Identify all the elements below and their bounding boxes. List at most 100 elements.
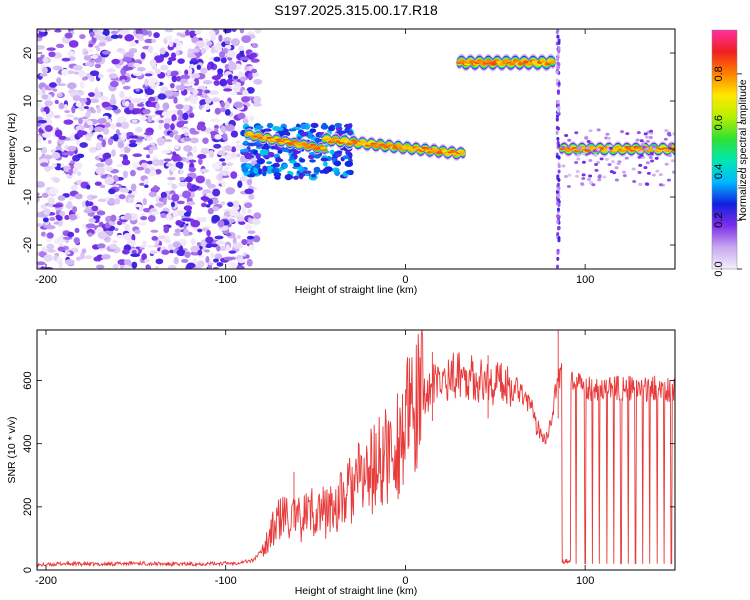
noise-cell xyxy=(53,115,61,119)
noise-cell xyxy=(83,105,89,110)
noise-cell xyxy=(89,106,95,112)
noise-cell xyxy=(248,115,255,122)
noise-cell xyxy=(42,132,52,138)
noise-cell xyxy=(203,128,214,133)
noise-cell xyxy=(147,214,156,223)
post-noise-cell xyxy=(576,157,581,161)
post-noise-cell xyxy=(594,163,599,167)
noise-cell xyxy=(122,85,131,90)
onset-cell xyxy=(284,128,289,136)
noise-cell xyxy=(136,166,145,171)
colorbar-tick-label: 0.8 xyxy=(713,66,725,81)
spike-cell xyxy=(557,225,561,230)
noise-cell xyxy=(196,260,205,268)
noise-cell xyxy=(120,50,127,55)
noise-cell xyxy=(67,231,75,238)
noise-cell xyxy=(44,124,53,132)
onset-strand-cell xyxy=(311,145,318,148)
noise-cell xyxy=(165,35,173,41)
post-noise-cell xyxy=(666,178,671,182)
noise-cell xyxy=(211,162,221,170)
noise-cell xyxy=(155,102,160,111)
noise-cell xyxy=(164,29,174,33)
noise-cell xyxy=(183,145,193,152)
onset-strand-cell xyxy=(257,135,264,138)
noise-cell xyxy=(112,263,119,269)
snr-panel: -200 -100 0 100 0 200 400 600 Height of straig… xyxy=(6,329,676,597)
noise-cell xyxy=(223,88,233,92)
spike-cell xyxy=(557,186,561,191)
noise-cell xyxy=(88,43,94,48)
onset-strand-cell xyxy=(275,138,282,141)
noise-cell xyxy=(144,38,154,44)
noise-cell xyxy=(95,142,103,150)
noise-cell xyxy=(221,162,227,166)
noise-cell xyxy=(108,220,116,226)
onset-cell xyxy=(323,161,328,167)
noise-cell xyxy=(160,212,167,219)
noise-cell xyxy=(62,236,73,240)
post-noise-cell xyxy=(658,173,663,177)
snr-line xyxy=(37,330,675,568)
noise-cell xyxy=(163,122,170,130)
noise-cell xyxy=(64,144,69,151)
noise-cell xyxy=(225,124,235,132)
noise-cell xyxy=(187,155,194,160)
y-tick-label: -20 xyxy=(22,237,34,253)
noise-cell xyxy=(37,29,41,33)
noise-cell xyxy=(240,155,245,163)
onset-cell xyxy=(265,168,274,174)
noise-cell xyxy=(237,112,246,120)
spike-cell xyxy=(556,264,560,269)
onset-strand-cell xyxy=(248,133,255,136)
spectrogram-x-axis: -200 -100 0 100 xyxy=(35,29,594,286)
noise-cell xyxy=(206,41,213,46)
noise-cell xyxy=(123,232,132,241)
noise-cell xyxy=(196,123,202,131)
main-carrier-cell xyxy=(459,152,466,155)
post-noise-cell xyxy=(588,129,593,133)
noise-cell xyxy=(214,133,223,140)
noise-cell xyxy=(43,208,51,216)
chart-title: S197.2025.315.00.17.R18 xyxy=(274,2,438,18)
post-noise-cell xyxy=(580,182,585,186)
noise-cell xyxy=(239,29,245,34)
noise-cell xyxy=(184,251,191,258)
noise-cell xyxy=(81,77,87,81)
noise-cell xyxy=(235,143,241,151)
onset-cell xyxy=(241,166,249,173)
noise-cell xyxy=(169,132,174,138)
spike-cell xyxy=(555,117,559,122)
noise-cell xyxy=(230,130,239,138)
noise-cell xyxy=(88,218,96,223)
noise-cell xyxy=(206,63,211,71)
noise-cell xyxy=(176,109,184,116)
post-noise-cell xyxy=(643,166,648,170)
onset-cell xyxy=(276,158,284,163)
onset-cell xyxy=(259,149,269,155)
noise-cell xyxy=(210,252,215,259)
noise-cell xyxy=(67,82,77,90)
spike-cell xyxy=(556,174,560,179)
snr-y-axis: 0 200 400 600 xyxy=(22,371,675,573)
y-tick-label: 600 xyxy=(22,371,34,389)
onset-cell xyxy=(310,122,319,129)
noise-cell xyxy=(241,238,248,246)
noise-cell xyxy=(220,201,226,206)
onset-cell xyxy=(277,149,283,154)
noise-cell xyxy=(102,29,110,37)
noise-cell xyxy=(167,60,173,66)
noise-cell xyxy=(140,215,148,221)
noise-cell xyxy=(172,241,181,248)
x-tick-label: 100 xyxy=(576,274,594,286)
onset-cell xyxy=(255,125,264,130)
noise-cell xyxy=(112,240,118,244)
noise-cell xyxy=(37,134,42,143)
noise-cell xyxy=(83,55,93,61)
noise-cell xyxy=(138,205,144,212)
noise-cell xyxy=(97,198,107,203)
noise-cell xyxy=(141,212,146,217)
noise-cell xyxy=(188,113,195,118)
noise-cell xyxy=(93,34,101,39)
noise-cell xyxy=(217,150,226,156)
